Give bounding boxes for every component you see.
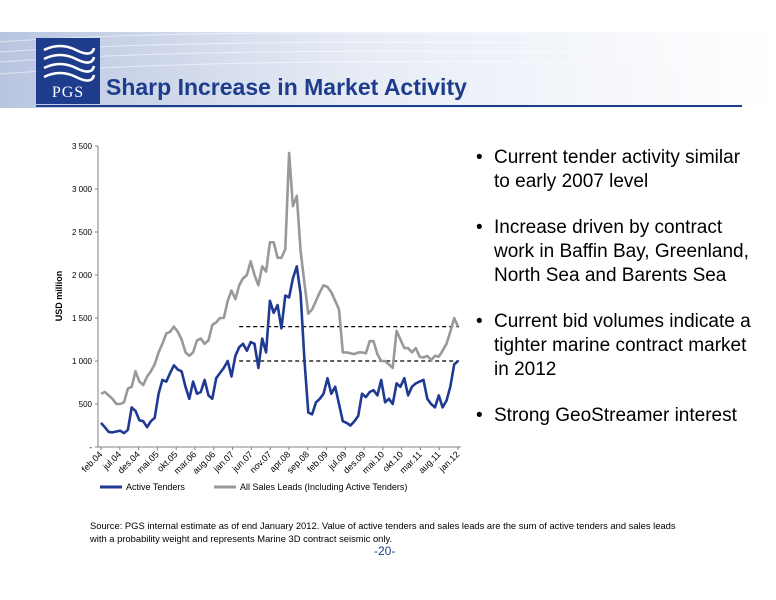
y-tick-label: 2 500 xyxy=(72,228,93,237)
bullet-item: Current bid volumes indicate a tighter m… xyxy=(474,310,754,382)
slide-title: Sharp Increase in Market Activity xyxy=(106,74,467,100)
market-activity-chart: - 500 1 000 1 500 2 000 2 500 3 000 3 500 feb.0… xyxy=(54,142,461,492)
wave-logo-icon xyxy=(36,38,100,104)
series-sales-leads xyxy=(100,151,460,406)
legend: Active Tenders All Sales Leads (Includin… xyxy=(100,482,407,492)
y-tick-label: - xyxy=(89,443,92,452)
series-active-tenders xyxy=(100,265,459,435)
y-tick-label: 3 000 xyxy=(72,185,93,194)
x-tick-label: nov.07 xyxy=(248,449,274,475)
bullet-item: Increase driven by contract work in Baff… xyxy=(474,216,754,288)
bullet-item: Strong GeoStreamer interest xyxy=(474,404,754,428)
legend-label-sales-leads: All Sales Leads (Including Active Tender… xyxy=(240,482,407,492)
bullet-item: Current tender activity similar to early… xyxy=(474,146,754,194)
x-tick-label: jan.07 xyxy=(211,449,236,474)
source-note: Source: PGS internal estimate as of end … xyxy=(90,520,676,544)
x-ticks: feb.04jul.04des.04mai.05okt.05mar.06aug.… xyxy=(80,447,461,476)
series-lines xyxy=(100,151,460,435)
x-tick-label: feb.04 xyxy=(80,449,105,474)
bullet-list: Current tender activity similar to early… xyxy=(474,146,754,450)
legend-label-active-tenders: Active Tenders xyxy=(126,482,185,492)
pgs-logo: PGS xyxy=(36,38,100,104)
y-tick-label: 500 xyxy=(79,400,93,409)
page-number: -20- xyxy=(374,544,396,558)
y-ticks: - 500 1 000 1 500 2 000 2 500 3 000 3 500 xyxy=(72,142,98,452)
y-tick-label: 3 500 xyxy=(72,142,93,151)
reference-lines xyxy=(239,326,459,362)
y-tick-label: 1 000 xyxy=(72,357,93,366)
y-axis-label: USD million xyxy=(54,271,64,322)
logo-text: PGS xyxy=(51,84,85,101)
y-tick-label: 2 000 xyxy=(72,271,93,280)
title-underline xyxy=(36,105,742,107)
y-tick-label: 1 500 xyxy=(72,314,93,323)
x-tick-label: feb.09 xyxy=(305,449,330,474)
x-tick-label: jan.12 xyxy=(436,449,461,474)
